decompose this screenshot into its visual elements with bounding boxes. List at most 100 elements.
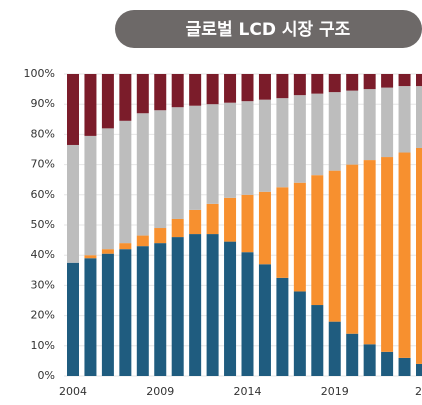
bar-segment bbox=[67, 144, 79, 263]
y-tick-label: 70% bbox=[31, 158, 55, 171]
y-tick-label: 10% bbox=[31, 339, 55, 352]
bar-segment bbox=[101, 128, 114, 250]
bar-segment bbox=[101, 249, 114, 254]
bar-segment bbox=[154, 110, 167, 229]
bar-segment bbox=[84, 258, 97, 376]
y-tick-label: 50% bbox=[31, 218, 55, 231]
bar-segment bbox=[258, 264, 271, 376]
bar-segment bbox=[136, 74, 149, 114]
bar-segment bbox=[416, 147, 422, 364]
y-tick-label: 20% bbox=[31, 309, 55, 322]
bar-segment bbox=[67, 74, 79, 145]
y-tick-label: 0% bbox=[38, 369, 55, 382]
x-tick-label: 2009 bbox=[146, 385, 174, 398]
bar-segment bbox=[398, 74, 411, 87]
bar-segment bbox=[171, 218, 184, 238]
bar-segment bbox=[189, 105, 202, 210]
bar-segment bbox=[136, 246, 149, 376]
bar-segment bbox=[363, 74, 376, 90]
bar-segment bbox=[346, 164, 359, 334]
bar-segment bbox=[241, 194, 254, 253]
bar-segment bbox=[311, 175, 324, 306]
bar-segment bbox=[206, 74, 219, 105]
bar-segment bbox=[154, 74, 167, 111]
bar-segment bbox=[119, 243, 132, 250]
bar-segment bbox=[241, 101, 254, 195]
bar-segment bbox=[328, 74, 341, 93]
bar-segment bbox=[119, 249, 132, 376]
bar-segment bbox=[398, 357, 411, 376]
chart-title: 글로벌 LCD 시장 구조 bbox=[186, 20, 351, 40]
bar-segment bbox=[171, 74, 184, 108]
bar-segment bbox=[258, 74, 271, 100]
bar-segment bbox=[381, 87, 394, 158]
bar-segment bbox=[189, 209, 202, 235]
bar-segment bbox=[224, 197, 237, 242]
bar-segment bbox=[346, 74, 359, 91]
y-tick-label: 40% bbox=[31, 248, 55, 261]
bar-segment bbox=[258, 99, 271, 192]
bar-segment bbox=[84, 74, 97, 136]
bar-segment bbox=[363, 160, 376, 345]
bar-segment bbox=[241, 74, 254, 102]
bar-segment bbox=[119, 74, 132, 121]
bar-segment bbox=[189, 74, 202, 106]
bar-segment bbox=[311, 93, 324, 176]
bar-segment bbox=[276, 74, 289, 99]
bar-segment bbox=[363, 89, 376, 161]
bar-segment bbox=[189, 234, 202, 376]
bar-segment bbox=[398, 86, 411, 153]
y-tick-label: 30% bbox=[31, 278, 55, 291]
bar-segment bbox=[293, 74, 306, 96]
bar-segment bbox=[293, 95, 306, 183]
bar-segment bbox=[293, 291, 306, 376]
x-tick-label: 20 bbox=[415, 385, 422, 398]
bar-segment bbox=[276, 277, 289, 376]
bar-segment bbox=[171, 237, 184, 376]
bar-segment bbox=[171, 107, 184, 219]
bar-segment bbox=[206, 234, 219, 376]
bar-segment bbox=[119, 120, 132, 244]
bar-segment bbox=[416, 74, 422, 87]
title-pill bbox=[115, 10, 422, 48]
bar-segment bbox=[346, 333, 359, 376]
bar-segment bbox=[84, 255, 97, 259]
bar-segment bbox=[328, 321, 341, 376]
y-tick-label: 100% bbox=[24, 67, 55, 80]
x-tick-label: 2004 bbox=[59, 385, 87, 398]
bar-segment bbox=[276, 187, 289, 278]
bar-segment bbox=[224, 102, 237, 198]
x-tick-label: 2014 bbox=[234, 385, 262, 398]
bar-segment bbox=[328, 92, 341, 171]
bar-segment bbox=[381, 157, 394, 352]
bar-segment bbox=[416, 86, 422, 148]
bar-segment bbox=[224, 241, 237, 376]
bar-segment bbox=[67, 262, 79, 376]
y-tick-label: 60% bbox=[31, 188, 55, 201]
bar-segment bbox=[328, 170, 341, 322]
bar-segment bbox=[363, 344, 376, 376]
bar-segment bbox=[101, 74, 114, 129]
bar-segment bbox=[241, 252, 254, 376]
bar-segment bbox=[206, 104, 219, 204]
bar-segment bbox=[224, 74, 237, 103]
bar-segment bbox=[346, 90, 359, 165]
y-tick-label: 90% bbox=[31, 97, 55, 110]
bar-segment bbox=[154, 228, 167, 244]
bar-segment bbox=[311, 305, 324, 376]
bar-segment bbox=[136, 113, 149, 236]
bar-segment bbox=[416, 363, 422, 376]
bar-segment bbox=[381, 351, 394, 376]
bar-segment bbox=[258, 191, 271, 265]
bar-segment bbox=[136, 235, 149, 247]
bar-segment bbox=[206, 203, 219, 235]
x-tick-label: 2019 bbox=[321, 385, 349, 398]
bar-segment bbox=[381, 74, 394, 88]
bar-segment bbox=[101, 253, 114, 376]
bar-segment bbox=[311, 74, 324, 94]
bar-segment bbox=[154, 243, 167, 376]
y-tick-label: 80% bbox=[31, 127, 55, 140]
bar-segment bbox=[398, 152, 411, 358]
bar-segment bbox=[293, 182, 306, 292]
